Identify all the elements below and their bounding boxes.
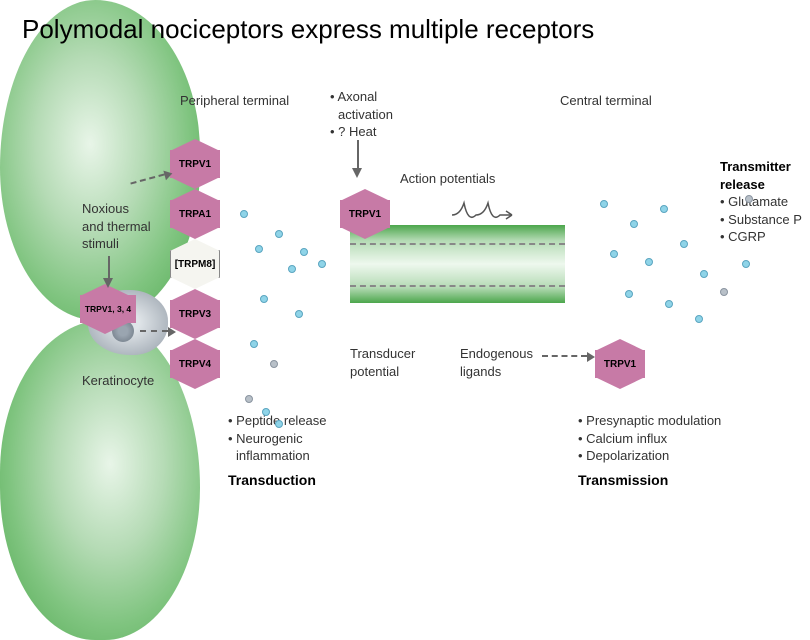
- trpv1-axon-hex: TRPV1: [340, 200, 390, 228]
- transmission-section-label: Transmission: [578, 472, 668, 488]
- vesicle-dot: [275, 230, 283, 238]
- trpv3-receptor-hex: TRPV3: [170, 300, 220, 328]
- action-potentials-label: Action potentials: [400, 170, 495, 188]
- vesicle-dot: [262, 408, 270, 416]
- presyn-l1: • Presynaptic modulation: [578, 412, 721, 430]
- trpa1-receptor-hex: TRPA1: [170, 200, 220, 228]
- vesicle-dot: [742, 260, 750, 268]
- vesicle-dot: [610, 250, 618, 258]
- transducer-l1: Transducer: [350, 345, 415, 363]
- presyn-l3: • Depolarization: [578, 447, 721, 465]
- kera-down-arrow-head: [103, 278, 113, 288]
- keratinocyte-label: Keratinocyte: [82, 372, 154, 390]
- vesicle-dot: [625, 290, 633, 298]
- transduction-section-label: Transduction: [228, 472, 316, 488]
- vesicle-dot: [300, 248, 308, 256]
- trpv3-label: TRPV3: [179, 309, 211, 320]
- trpm8-receptor-hex: [TRPM8]: [170, 250, 220, 278]
- presynaptic-label: • Presynaptic modulation • Calcium influ…: [578, 412, 721, 465]
- vesicle-dot: [318, 260, 326, 268]
- vesicle-dot: [645, 258, 653, 266]
- stimuli-l2: and thermal: [82, 218, 151, 236]
- trpv1-label: TRPV1: [179, 159, 211, 170]
- endo-l2: ligands: [460, 363, 533, 381]
- vesicle-dot: [745, 195, 753, 203]
- vesicle-dot: [295, 310, 303, 318]
- endo-arrow: [542, 355, 587, 357]
- vesicle-dot: [720, 288, 728, 296]
- vesicle-dot: [660, 205, 668, 213]
- vesicle-dot: [665, 300, 673, 308]
- axonal-arrow-head: [352, 168, 362, 178]
- presyn-l2: • Calcium influx: [578, 430, 721, 448]
- vesicle-dot: [700, 270, 708, 278]
- vesicle-dot: [255, 245, 263, 253]
- axonal-activation-label: • Axonal activation • ? Heat: [330, 88, 393, 141]
- stimuli-l1: Noxious: [82, 200, 151, 218]
- transmitter-l2: • Substance P: [720, 211, 802, 229]
- kera-arrow: [140, 330, 168, 332]
- trpm8-label: [TRPM8]: [175, 259, 216, 270]
- vesicle-dot: [270, 360, 278, 368]
- trpv1-central-hex: TRPV1: [595, 350, 645, 378]
- transducer-potential-label: Transducer potential: [350, 345, 415, 380]
- axonal-l1: • Axonal: [330, 88, 393, 106]
- vesicle-dot: [275, 420, 283, 428]
- axon-dash-bottom: [350, 285, 565, 287]
- vesicle-dot: [240, 210, 248, 218]
- peripheral-terminal-label: Peripheral terminal: [180, 92, 289, 110]
- trpa1-label: TRPA1: [179, 209, 211, 220]
- axonal-l2: activation: [330, 106, 393, 124]
- vesicle-dot: [260, 295, 268, 303]
- trpv1-axon-label: TRPV1: [349, 209, 381, 220]
- vesicle-dot: [695, 315, 703, 323]
- transmitter-l1: • Glutamate: [720, 193, 802, 211]
- transducer-l2: potential: [350, 363, 415, 381]
- action-potential-wave-icon: [450, 195, 520, 225]
- keratinocyte-receptor-hex: TRPV1, 3, 4: [80, 295, 136, 323]
- trpv4-label: TRPV4: [179, 359, 211, 370]
- endo-l1: Endogenous: [460, 345, 533, 363]
- kera-down-arrow-stem: [108, 256, 110, 278]
- axonal-arrow-stem: [357, 140, 359, 168]
- vesicle-dot: [600, 200, 608, 208]
- peptide-l3: inflammation: [228, 447, 327, 465]
- vesicle-dot: [245, 395, 253, 403]
- noxious-stimuli-label: Noxious and thermal stimuli: [82, 200, 151, 253]
- trpv4-receptor-hex: TRPV4: [170, 350, 220, 378]
- kera-hex-label: TRPV1, 3, 4: [85, 304, 131, 314]
- page-title: Polymodal nociceptors express multiple r…: [22, 14, 594, 45]
- axonal-l3: • ? Heat: [330, 123, 393, 141]
- axon-dash-top: [350, 243, 565, 245]
- transmitter-release-label: Transmitter release • Glutamate • Substa…: [720, 158, 802, 246]
- central-terminal-label: Central terminal: [560, 92, 652, 110]
- vesicle-dot: [250, 340, 258, 348]
- transmitter-title1: Transmitter: [720, 158, 802, 176]
- endogenous-ligands-label: Endogenous ligands: [460, 345, 533, 380]
- vesicle-dot: [288, 265, 296, 273]
- transmitter-title2: release: [720, 176, 802, 194]
- vesicle-dot: [680, 240, 688, 248]
- trpv1-receptor-hex: TRPV1: [170, 150, 220, 178]
- vesicle-dot: [630, 220, 638, 228]
- trpv1-central-label: TRPV1: [604, 359, 636, 370]
- stimuli-l3: stimuli: [82, 235, 151, 253]
- peptide-l2: • Neurogenic: [228, 430, 327, 448]
- transmitter-l3: • CGRP: [720, 228, 802, 246]
